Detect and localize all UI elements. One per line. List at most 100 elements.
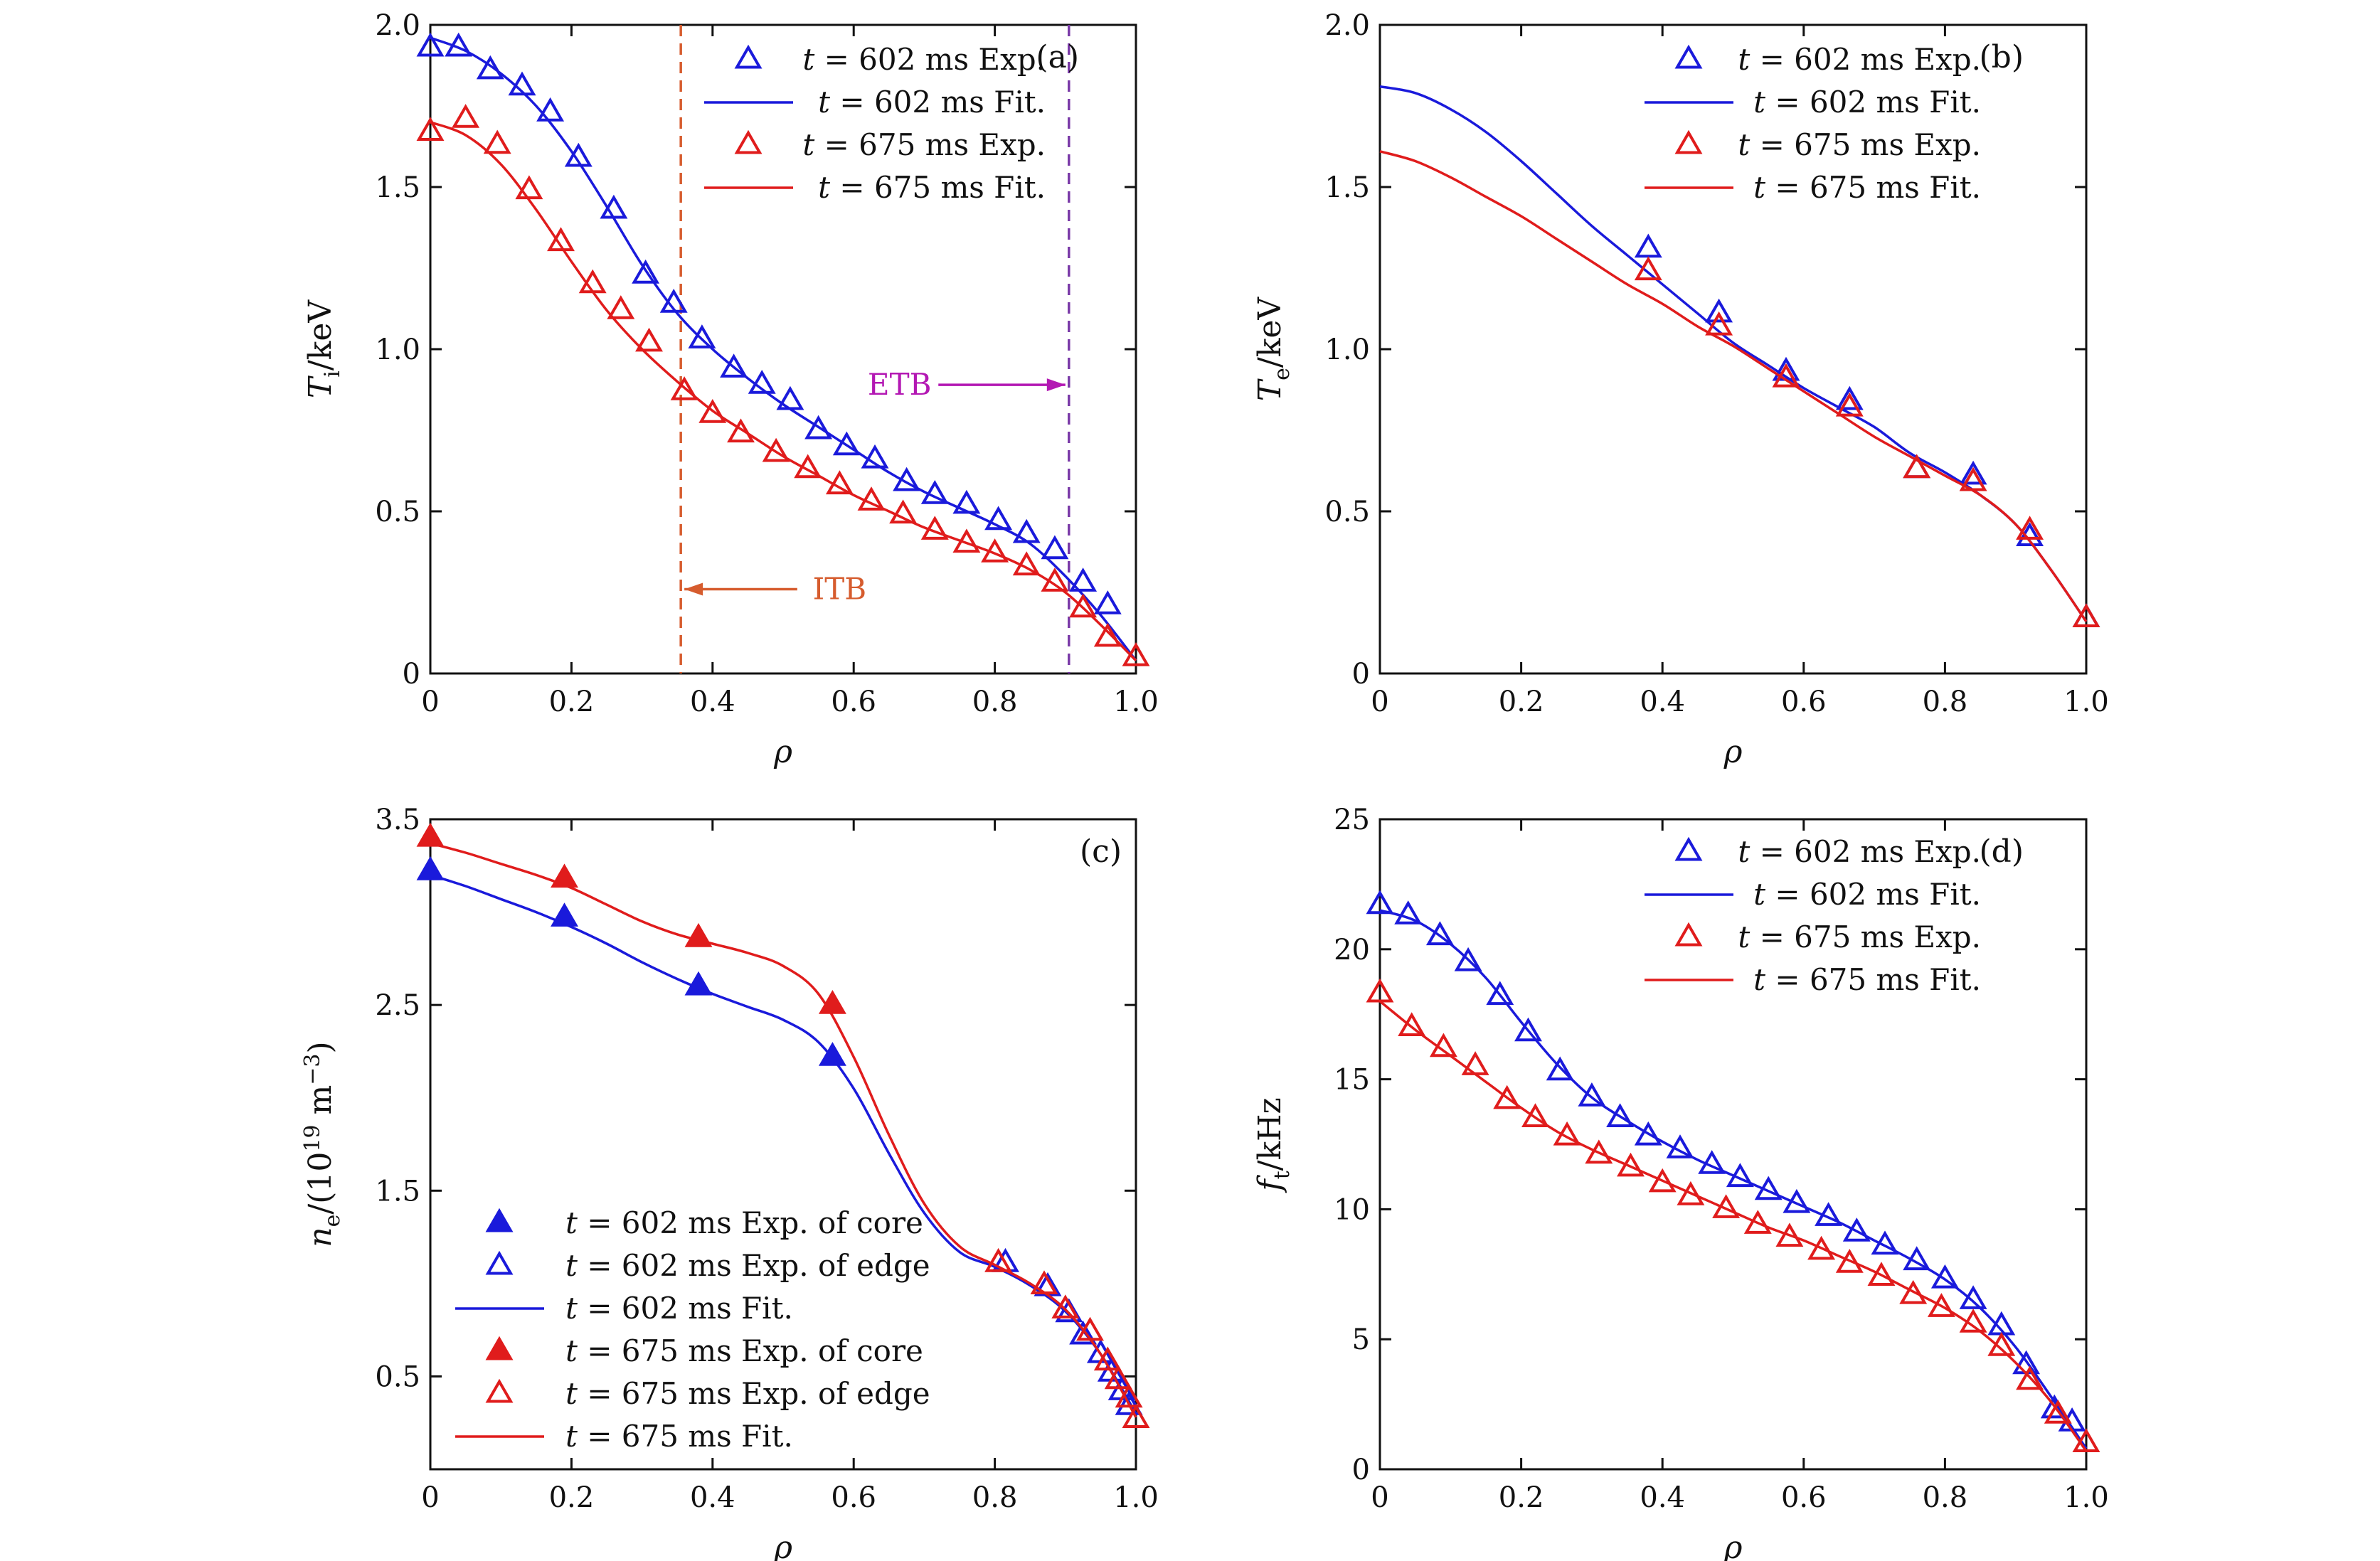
x-tick-label: 0.4	[690, 1481, 735, 1514]
legend-label: t = 602 ms Fit.	[565, 1291, 793, 1326]
data-point-open	[1514, 1017, 1542, 1042]
legend-label-text: = 675 ms Exp.	[1750, 920, 1981, 954]
legend-label-var: t	[802, 42, 814, 77]
legend-label: t = 675 ms Fit.	[818, 170, 1046, 205]
series-filled-0	[416, 856, 846, 1066]
x-tick-label: 0.2	[1499, 686, 1544, 718]
legend: t = 602 ms Exp.t = 602 ms Fit.t = 675 ms…	[1645, 834, 1981, 997]
legend: t = 602 ms Exp.t = 602 ms Fit.t = 675 ms…	[1645, 42, 1981, 205]
panel-label: (c)	[1080, 833, 1122, 870]
panel-label: (d)	[1980, 833, 2024, 870]
y-axis-label-rest: /kHz	[1252, 1097, 1288, 1171]
fit-line	[1379, 150, 2088, 622]
y-tick-label: 1.5	[1324, 171, 1370, 204]
legend-marker-swatch	[485, 1378, 514, 1403]
data-point-open	[1705, 311, 1733, 336]
legend-label-text: = 602 ms Fit.	[830, 85, 1046, 119]
legend-label-var: t	[565, 1291, 578, 1326]
legend-entry: t = 602 ms Fit.	[704, 85, 1046, 119]
fit-line	[1379, 909, 2088, 1449]
legend-label-text: = 602 ms Exp.	[1750, 42, 1981, 77]
data-point-open	[1069, 568, 1098, 592]
data-point-open	[1122, 1404, 1150, 1428]
legend-label: t = 602 ms Fit.	[818, 85, 1046, 119]
legend-label: t = 602 ms Fit.	[1753, 85, 1981, 119]
x-tick-label: 0.4	[1640, 686, 1685, 718]
series-line-3	[430, 121, 1137, 662]
legend-label: t = 602 ms Exp.	[1738, 834, 1981, 869]
data-point-open	[1899, 1279, 1928, 1304]
y-axis-label-tail: m	[302, 1085, 339, 1125]
plot-frame	[1378, 23, 2088, 675]
series-line-3	[1378, 1000, 2088, 1452]
data-point-open	[1705, 298, 1733, 323]
y-tick-label: 20	[1334, 934, 1370, 966]
legend-entry: t = 675 ms Exp. of core	[485, 1333, 923, 1368]
data-point-open	[832, 431, 861, 456]
y-tick-label: 15	[1334, 1064, 1370, 1097]
fit-line	[430, 842, 1137, 1418]
y-tick-label: 1.5	[375, 1175, 420, 1208]
data-point-open	[776, 385, 804, 410]
legend-label: t = 602 ms Exp. of core	[565, 1205, 923, 1240]
legend-label-var: t	[1738, 834, 1750, 869]
y-axis-label-sup: 19	[300, 1124, 325, 1151]
y-tick-label: 25	[1334, 804, 1370, 836]
y-axis-label-sub: e	[320, 1215, 345, 1227]
fit-line	[1379, 85, 2088, 622]
x-tick-label: 0.6	[831, 1481, 876, 1514]
data-point-open	[1648, 1168, 1677, 1193]
x-tick-label: 0	[421, 686, 439, 718]
data-point-open	[1546, 1056, 1574, 1081]
legend-entry: t = 602 ms Exp. of edge	[485, 1248, 930, 1283]
data-point-open	[1578, 1082, 1606, 1107]
legend-marker-swatch	[1674, 836, 1703, 861]
data-point-open	[920, 480, 949, 504]
arrow-head-itb	[684, 582, 703, 596]
data-point-filled	[684, 971, 713, 996]
legend-label: t = 675 ms Exp.	[1738, 920, 1981, 954]
chart-panel-c: 0 0.2 0.4 0.6 0.8 1.0 0.5 1.5 2.5 3.5 ρ ne/(1019 m−…	[300, 804, 1159, 1561]
data-point-open	[416, 32, 445, 57]
data-point-open	[889, 499, 918, 524]
arrow-head-etb	[1046, 378, 1066, 392]
data-point-open	[1867, 1262, 1896, 1286]
y-axis-label: Te/keV	[1252, 297, 1295, 402]
legend-label-var: t	[565, 1205, 578, 1240]
x-tick-label: 1.0	[2063, 1481, 2109, 1514]
x-tick-label: 0	[1371, 1481, 1388, 1514]
legend-label-text: = 602 ms Exp. of edge	[578, 1248, 930, 1283]
data-point-open	[2072, 603, 2100, 627]
legend-entry: t = 675 ms Exp.	[734, 127, 1046, 162]
legend-marker-swatch	[734, 129, 763, 154]
data-point-open	[1634, 233, 1662, 258]
legend-entry: t = 675 ms Fit.	[1645, 962, 1981, 997]
legend-entry: t = 602 ms Exp.	[1674, 834, 1981, 869]
legend: t = 602 ms Exp.t = 602 ms Fit.t = 675 ms…	[704, 42, 1046, 205]
y-axis-label-rest: /(10	[302, 1152, 339, 1215]
legend-label-text: = 675 ms Exp.	[1750, 127, 1981, 162]
legend-label-var: t	[1753, 877, 1765, 912]
data-point-filled	[818, 1042, 846, 1066]
data-point-open	[1093, 590, 1122, 614]
legend-label-text: = 675 ms Exp.	[814, 127, 1046, 162]
x-tick-label: 0.6	[1781, 686, 1827, 718]
data-point-open	[1835, 385, 1864, 410]
data-point-open	[748, 370, 776, 394]
data-point-open	[1927, 1293, 1955, 1317]
y-axis-label-rest: /keV	[1252, 297, 1288, 368]
data-point-open	[515, 175, 543, 200]
y-axis-label: ne/(1019 m−3)	[300, 1041, 345, 1247]
legend-label-text: = 675 ms Fit.	[578, 1419, 793, 1454]
fit-line	[1378, 1000, 2088, 1452]
x-tick-label: 0.8	[1923, 686, 1968, 718]
legend-label: t = 602 ms Exp.	[1738, 42, 1981, 77]
data-point-open	[536, 97, 565, 122]
data-point-open	[483, 129, 511, 154]
y-tick-label: 5	[1352, 1323, 1370, 1356]
data-point-open	[1783, 1188, 1811, 1213]
legend-label-var: t	[1753, 962, 1765, 997]
legend-marker-swatch	[485, 1208, 514, 1232]
